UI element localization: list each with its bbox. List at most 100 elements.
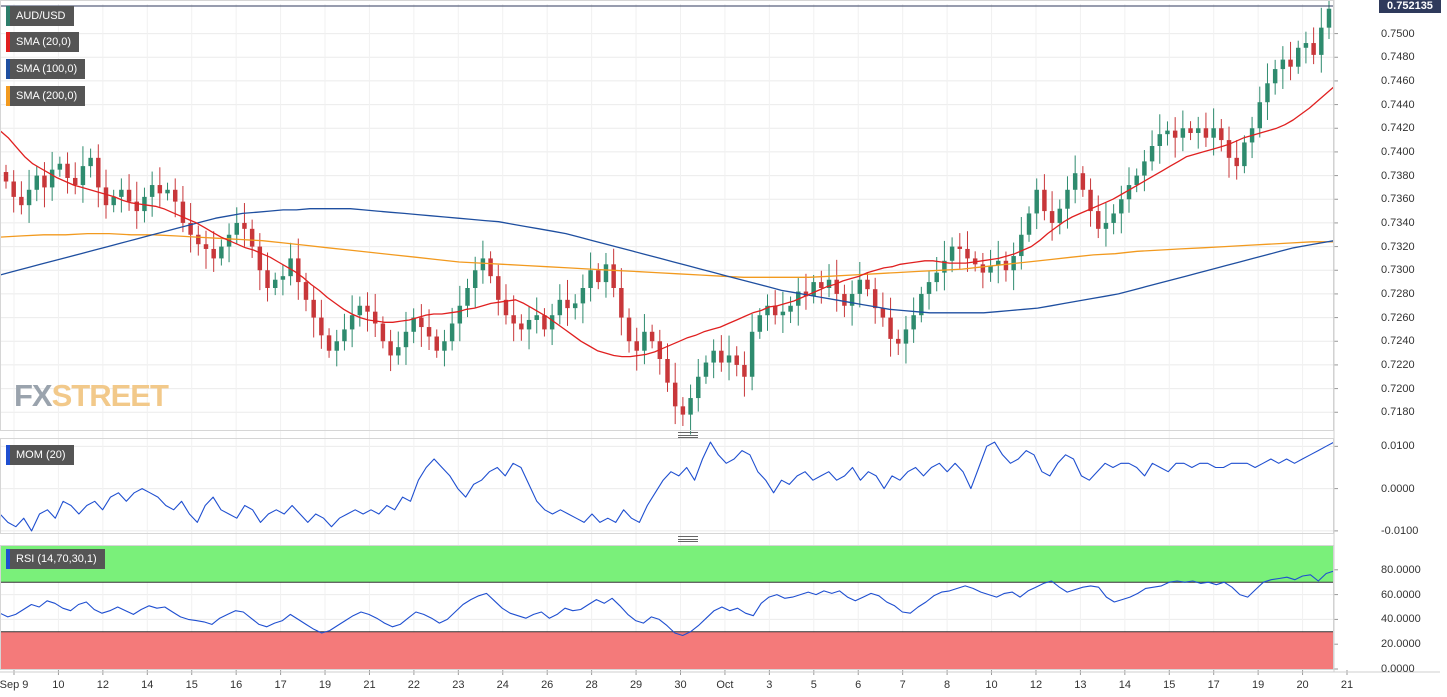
x-tick-label: 3 xyxy=(766,679,773,691)
price-y-tick-label: 0.7300 xyxy=(1381,264,1415,277)
candle-body xyxy=(1165,130,1170,135)
candle-body xyxy=(688,398,693,415)
candle-body xyxy=(619,288,624,318)
panel-resize-handle-1[interactable] xyxy=(678,432,698,438)
candle-body xyxy=(865,279,870,290)
candle-body xyxy=(849,293,855,306)
candle-body xyxy=(826,279,832,288)
candle-body xyxy=(680,406,686,415)
legend-sma20[interactable]: SMA (20,0) xyxy=(6,32,80,52)
candle-body xyxy=(496,276,501,300)
candle-body xyxy=(472,270,478,288)
candle-body xyxy=(442,341,447,351)
rsi-y-tick-label: 20.0000 xyxy=(1381,638,1421,651)
price-y-tick-label: 0.7180 xyxy=(1381,406,1415,419)
candle-body xyxy=(565,299,570,309)
candle-body xyxy=(911,315,916,330)
candle-body xyxy=(1296,47,1301,67)
candle-body xyxy=(1226,140,1232,158)
legend-symbol[interactable]: AUD/USD xyxy=(6,6,74,26)
candle-body xyxy=(265,270,270,288)
candle-body xyxy=(603,264,609,283)
x-tick-label: 14 xyxy=(1118,679,1131,691)
candle-body xyxy=(1180,128,1186,138)
mom-y-tick-label: 0.0100 xyxy=(1381,440,1415,453)
price-y-tick-label: 0.7480 xyxy=(1381,51,1415,64)
candle-body xyxy=(872,289,878,309)
candle-body xyxy=(1065,189,1070,209)
candle-body xyxy=(534,315,539,320)
candle-body xyxy=(857,279,863,294)
candle-body xyxy=(726,355,732,363)
candle-body xyxy=(1134,175,1139,186)
candle-body xyxy=(1234,157,1239,167)
mom-y-tick-label: -0.0100 xyxy=(1381,524,1419,537)
candle-body xyxy=(588,270,593,288)
candle-body xyxy=(3,172,9,182)
price-y-tick-label: 0.7280 xyxy=(1381,287,1415,300)
candle-body xyxy=(111,196,116,206)
candle-body xyxy=(580,288,586,304)
candle-body xyxy=(42,175,47,188)
candle-body xyxy=(1111,213,1116,223)
candle-body xyxy=(996,260,1001,266)
x-tick-label: 12 xyxy=(1029,679,1043,691)
candle-body xyxy=(103,187,109,206)
sma20-line xyxy=(0,86,1335,358)
mom-line xyxy=(0,441,1335,532)
candle-body xyxy=(380,323,386,342)
x-tick-label: 23 xyxy=(452,679,465,691)
candle-body xyxy=(326,335,332,351)
candle-body xyxy=(734,355,739,365)
panel-frames xyxy=(0,0,1440,673)
candle-body xyxy=(803,291,809,297)
candle-body xyxy=(303,282,309,300)
price-y-tick-label: 0.7380 xyxy=(1381,169,1415,182)
x-tick-label: 29 xyxy=(629,679,643,691)
legend-rsi[interactable]: RSI (14,70,30,1) xyxy=(6,549,105,569)
candle-body xyxy=(1319,27,1324,55)
candle-body xyxy=(511,315,516,324)
candle-body xyxy=(196,234,201,245)
candle-body xyxy=(403,331,409,348)
candle-body xyxy=(1049,211,1055,223)
candle-body xyxy=(488,258,493,277)
candle-body xyxy=(211,248,216,259)
candle-body xyxy=(234,222,239,235)
candle-body xyxy=(596,270,601,283)
legend-sma100[interactable]: SMA (100,0) xyxy=(6,59,86,79)
rsi-zones xyxy=(0,545,1334,669)
candle-body xyxy=(203,244,209,249)
last-price-label: 0.752135 xyxy=(1379,0,1441,13)
x-tick-label: 30 xyxy=(674,679,687,691)
candle-body xyxy=(572,303,578,309)
candle-body xyxy=(649,331,655,342)
candle-body xyxy=(11,181,16,197)
candle-body xyxy=(411,317,416,332)
x-tick-label: 6 xyxy=(855,679,862,691)
candle-body xyxy=(749,331,755,377)
candle-body xyxy=(1142,161,1147,176)
candle-body xyxy=(672,382,678,407)
rsi-line xyxy=(0,570,1335,637)
candle-body xyxy=(157,185,163,194)
candle-body xyxy=(711,350,716,363)
candle-body xyxy=(165,189,170,194)
rsi-y-tick-label: 40.0000 xyxy=(1381,613,1421,626)
candle-body xyxy=(465,288,470,306)
candle-body xyxy=(172,189,178,202)
legend-mom[interactable]: MOM (20) xyxy=(6,445,74,465)
candle-body xyxy=(1096,211,1101,229)
legend-sma200[interactable]: SMA (200,0) xyxy=(6,86,86,106)
candle-body xyxy=(180,201,186,223)
candle-body xyxy=(26,189,32,206)
candle-body xyxy=(1034,189,1039,214)
candle-body xyxy=(611,264,616,288)
panel-resize-handle-2[interactable] xyxy=(678,536,698,542)
candle-body xyxy=(634,341,639,351)
candle-body xyxy=(1326,8,1332,28)
candle-body xyxy=(288,258,293,277)
x-tick-label: 7 xyxy=(899,679,906,691)
candle-body xyxy=(242,222,247,229)
candles xyxy=(3,0,1332,435)
